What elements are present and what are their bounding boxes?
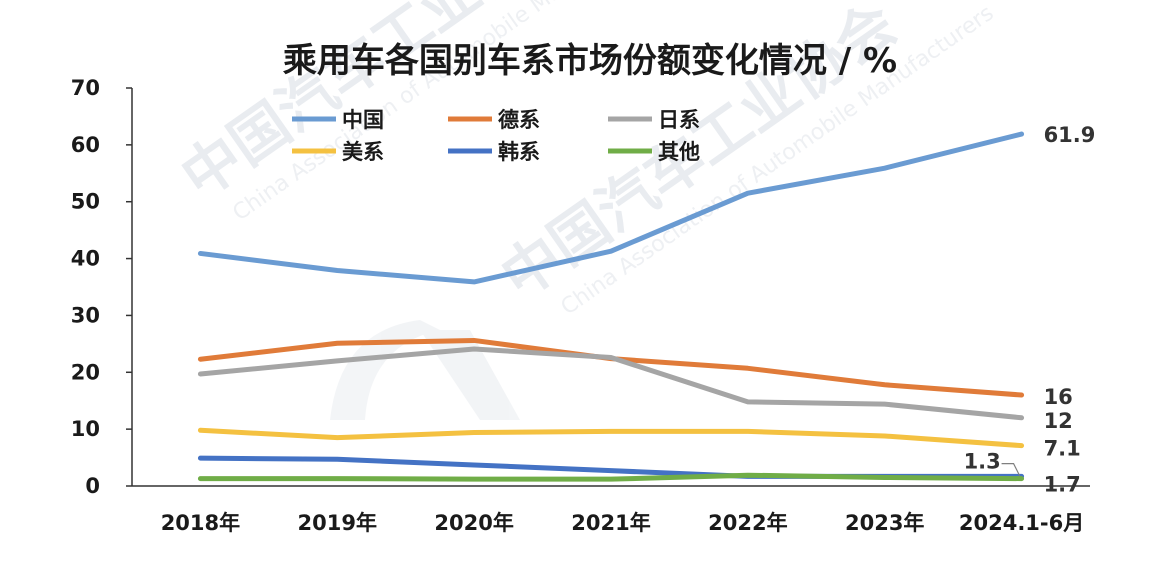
- x-tick-label: 2019年: [298, 511, 377, 535]
- end-label-韩系: 1.7: [1044, 472, 1081, 496]
- y-tick-label: 0: [85, 474, 100, 498]
- legend-label-韩系: 韩系: [498, 140, 540, 164]
- end-label-leader-其他: [1001, 463, 1021, 476]
- x-tick-label: 2024.1-6月: [959, 511, 1084, 535]
- y-tick-label: 30: [71, 303, 100, 327]
- series-line-中国: [197, 131, 1025, 285]
- y-tick-label: 70: [71, 76, 100, 100]
- y-tick-label: 10: [71, 417, 100, 441]
- series-line-韩系: [197, 455, 1025, 479]
- x-tick-label: 2022年: [708, 511, 787, 535]
- legend-label-日系: 日系: [658, 108, 700, 132]
- end-label-美系: 7.1: [1044, 437, 1081, 461]
- chart-title: 乘用车各国别车系市场份额变化情况 / %: [283, 41, 897, 81]
- y-tick-label: 50: [71, 190, 100, 214]
- x-tick-label: 2021年: [571, 511, 650, 535]
- legend-label-美系: 美系: [342, 140, 384, 164]
- y-tick-label: 20: [71, 360, 100, 384]
- y-ticks: 0 10 20 30 40 50 60 70: [71, 76, 132, 498]
- legend-label-中国: 中国: [342, 108, 384, 132]
- x-tick-label: 2020年: [434, 511, 513, 535]
- series-line-日系: [197, 346, 1025, 421]
- y-tick-label: 60: [71, 133, 100, 157]
- x-tick-label: 2018年: [161, 511, 240, 535]
- y-tick-label: 40: [71, 247, 100, 271]
- end-label-日系: 12: [1044, 409, 1073, 433]
- watermark-logo: [330, 320, 520, 420]
- series-line-美系: [197, 427, 1025, 449]
- legend-label-德系: 德系: [498, 108, 540, 132]
- end-label-其他: 1.3: [964, 450, 1001, 474]
- end-label-中国: 61.9: [1044, 123, 1096, 147]
- end-label-德系: 16: [1044, 385, 1073, 409]
- series-line-德系: [197, 337, 1025, 398]
- legend-label-其他: 其他: [658, 140, 700, 164]
- axes: [131, 88, 1090, 487]
- x-ticks: 2018年 2019年 2020年 2021年 2022年 2023年 2024.1-6月: [161, 511, 1085, 535]
- series-lines: [197, 131, 1025, 482]
- x-tick-label: 2023年: [845, 511, 924, 535]
- series-line-其他: [197, 472, 1025, 482]
